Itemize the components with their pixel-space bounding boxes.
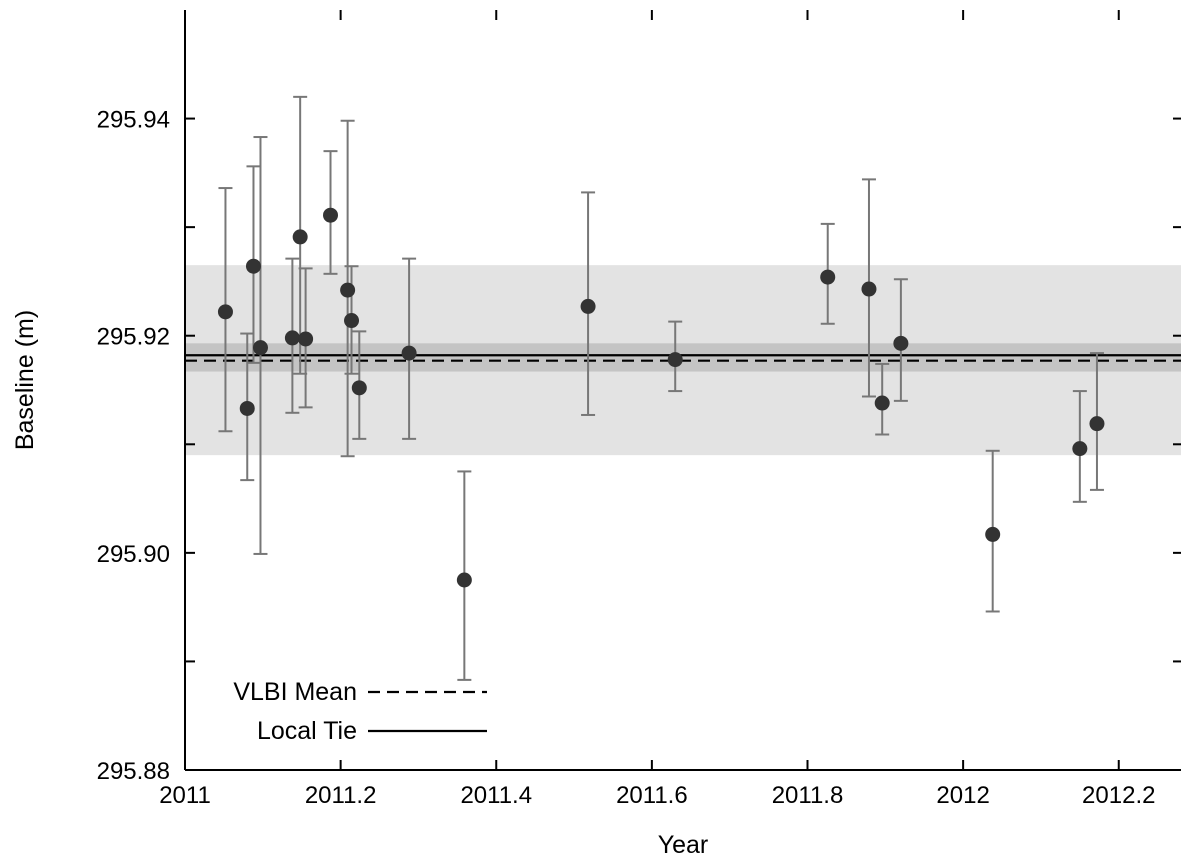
data-point (344, 313, 360, 329)
y-tick-label: 295.90 (97, 541, 170, 568)
legend: VLBI Mean Local Tie (233, 678, 487, 745)
x-axis-tick-labels: 2011 2011.2 2011.4 2011.6 2011.8 2012 2012.2 (159, 782, 1155, 809)
y-tick-label: 295.92 (97, 324, 170, 351)
data-point (323, 207, 339, 223)
data-point (820, 269, 836, 285)
data-point (217, 304, 233, 320)
data-point (239, 400, 255, 416)
x-tick-label: 2012 (936, 782, 989, 809)
y-axis-title: Baseline (m) (11, 310, 39, 450)
data-point (456, 572, 472, 588)
data-point (284, 330, 300, 346)
data-point (351, 380, 367, 396)
x-tick-label: 2011.4 (460, 782, 532, 809)
x-tick-label: 2011 (159, 782, 211, 809)
legend-label-local-tie: Local Tie (257, 717, 357, 745)
x-tick-label: 2011.6 (616, 782, 688, 809)
y-axis-ticks (185, 117, 1181, 771)
data-point (401, 345, 417, 361)
y-axis-tick-labels: 295.88 295.90 295.92 295.94 (97, 107, 170, 785)
x-tick-label: 2012.2 (1082, 782, 1155, 809)
plot-frame (184, 10, 1181, 771)
data-point (580, 298, 596, 314)
data-point (1072, 441, 1088, 457)
data-points (217, 207, 1105, 588)
x-tick-label: 2011.2 (305, 782, 377, 809)
y-tick-label: 295.94 (97, 107, 170, 134)
data-point (245, 258, 261, 274)
data-point (893, 335, 909, 351)
data-point (667, 352, 683, 368)
band-inner (185, 343, 1181, 372)
data-point (298, 331, 314, 347)
x-axis-title: Year (658, 831, 709, 859)
y-tick-label: 295.88 (97, 758, 170, 785)
data-point (1089, 416, 1105, 432)
data-point (874, 395, 890, 411)
data-point (252, 340, 268, 356)
data-point (340, 282, 356, 298)
x-axis-ticks (184, 10, 1120, 770)
data-point (292, 229, 308, 245)
data-point (861, 281, 877, 297)
legend-label-vlbi-mean: VLBI Mean (233, 678, 357, 706)
data-point (985, 526, 1001, 542)
x-tick-label: 2011.8 (772, 782, 844, 809)
